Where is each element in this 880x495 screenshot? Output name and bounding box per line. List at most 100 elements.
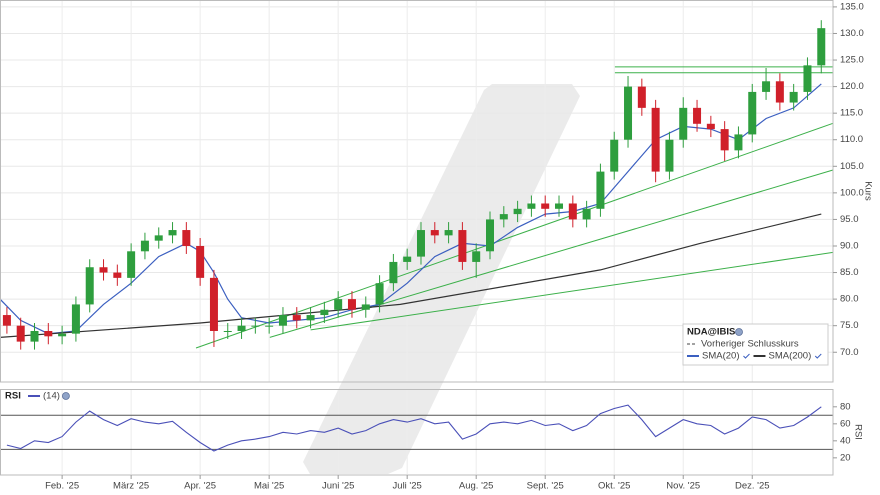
candle-body <box>472 251 481 262</box>
candle-body <box>237 325 246 331</box>
settings-icon <box>62 392 70 400</box>
candle-body <box>720 129 729 151</box>
candle-body <box>748 91 757 135</box>
rsi-frame <box>0 389 834 476</box>
x-tick-label: Apr. '25 <box>184 481 216 492</box>
candle-body <box>568 203 577 220</box>
candle-body <box>127 251 136 278</box>
candle-body <box>278 315 287 326</box>
candle-body <box>85 267 94 305</box>
y-axis-label: Kurs <box>862 181 873 201</box>
y-tick-label: 80 <box>840 401 851 412</box>
candle-body <box>541 203 550 209</box>
candle-body <box>693 107 702 124</box>
x-tick-label: Okt. '25 <box>598 481 630 492</box>
sma-line <box>0 213 822 338</box>
x-tick-label: Juni '25 <box>322 481 354 492</box>
candle-body <box>637 86 646 108</box>
y-tick-label: 120.0 <box>840 81 864 92</box>
candle-body <box>775 81 784 103</box>
y-tick-label: 80.0 <box>840 294 859 305</box>
candle-body <box>375 283 384 305</box>
y-tick-label: 70.0 <box>840 347 859 358</box>
legend-title: NDA@IBIS <box>687 327 735 338</box>
candle-body <box>513 208 522 215</box>
candle-body <box>416 230 425 257</box>
y-tick-label: 60 <box>840 418 851 429</box>
y-tick-label: 105.0 <box>840 161 864 172</box>
candle-body <box>651 107 660 172</box>
legend-label: (14) <box>43 391 60 402</box>
candle-body <box>306 315 315 321</box>
candle-body <box>389 261 398 284</box>
y-tick-label: 95.0 <box>840 214 859 225</box>
candle-body <box>444 230 453 236</box>
candle-body <box>789 91 798 103</box>
legend-check <box>743 353 750 359</box>
x-tick-label: Aug. '25 <box>459 481 494 492</box>
candle-body <box>334 299 343 310</box>
x-tick-label: Sept. '25 <box>527 481 564 492</box>
watermark <box>303 84 580 474</box>
candle-body <box>582 208 591 220</box>
marks-layer <box>0 20 834 452</box>
legend-check <box>814 353 822 359</box>
candle-body <box>113 272 122 278</box>
y-tick-label: 40 <box>840 435 851 446</box>
rsi-line <box>6 404 822 452</box>
candle-body <box>320 309 329 316</box>
y-tick-label: 135.0 <box>840 1 864 12</box>
candle-body <box>555 203 564 209</box>
candle-body <box>154 235 163 241</box>
candle-body <box>292 315 301 321</box>
candle-body <box>734 134 743 151</box>
candle-body <box>527 203 536 209</box>
candle-body <box>762 81 771 92</box>
candle-body <box>168 230 177 236</box>
trendline <box>195 122 834 349</box>
labels-layer: 70.0 75.0 80.0 85.0 90.0 95.0 100.0 105.0 110.0 1… <box>5 1 873 491</box>
y-tick-label: 125.0 <box>840 55 864 66</box>
candle-body <box>403 256 412 262</box>
x-tick-label: Mai '25 <box>254 481 284 492</box>
candle-body <box>140 240 149 252</box>
candle-body <box>182 230 191 246</box>
y-tick-label: 110.0 <box>840 134 863 145</box>
x-tick-label: Dez. '25 <box>735 481 770 492</box>
candle-body <box>265 325 274 327</box>
candle-body <box>665 139 674 172</box>
trendline <box>310 251 834 331</box>
legend-label: SMA(200) <box>768 351 811 362</box>
x-tick-label: Juli '25 <box>393 481 422 492</box>
candle-body <box>2 315 11 326</box>
candle-body <box>499 214 508 220</box>
candle-body <box>251 325 260 327</box>
candle-body <box>99 267 108 273</box>
y-tick-label: 90.0 <box>840 241 859 252</box>
legend-label: SMA(20) <box>702 351 739 362</box>
y-tick-label: 100.0 <box>840 187 864 198</box>
y-axis-label: RSI <box>852 424 863 440</box>
candle-body <box>430 230 439 236</box>
x-tick-label: Nov. '25 <box>666 481 700 492</box>
candle-body <box>679 107 688 140</box>
candle-body <box>58 333 67 337</box>
price-frame <box>0 0 834 383</box>
y-tick-label: 85.0 <box>840 267 859 278</box>
candle-body <box>71 304 80 334</box>
y-tick-label: 130.0 <box>840 28 864 39</box>
candle-body <box>361 304 370 310</box>
candle-body <box>817 28 826 66</box>
candle-body <box>44 330 53 337</box>
candle-body <box>486 219 494 252</box>
candle-body <box>706 123 715 130</box>
candle-body <box>596 171 605 209</box>
candle-body <box>196 245 205 278</box>
candle-body <box>16 325 25 342</box>
legend-label: Vorheriger Schlusskurs <box>701 339 799 350</box>
candle-body <box>223 330 232 332</box>
x-tick-label: März '25 <box>113 481 149 492</box>
y-tick-label: 20 <box>840 452 851 463</box>
x-tick-label: Feb. '25 <box>45 481 79 492</box>
